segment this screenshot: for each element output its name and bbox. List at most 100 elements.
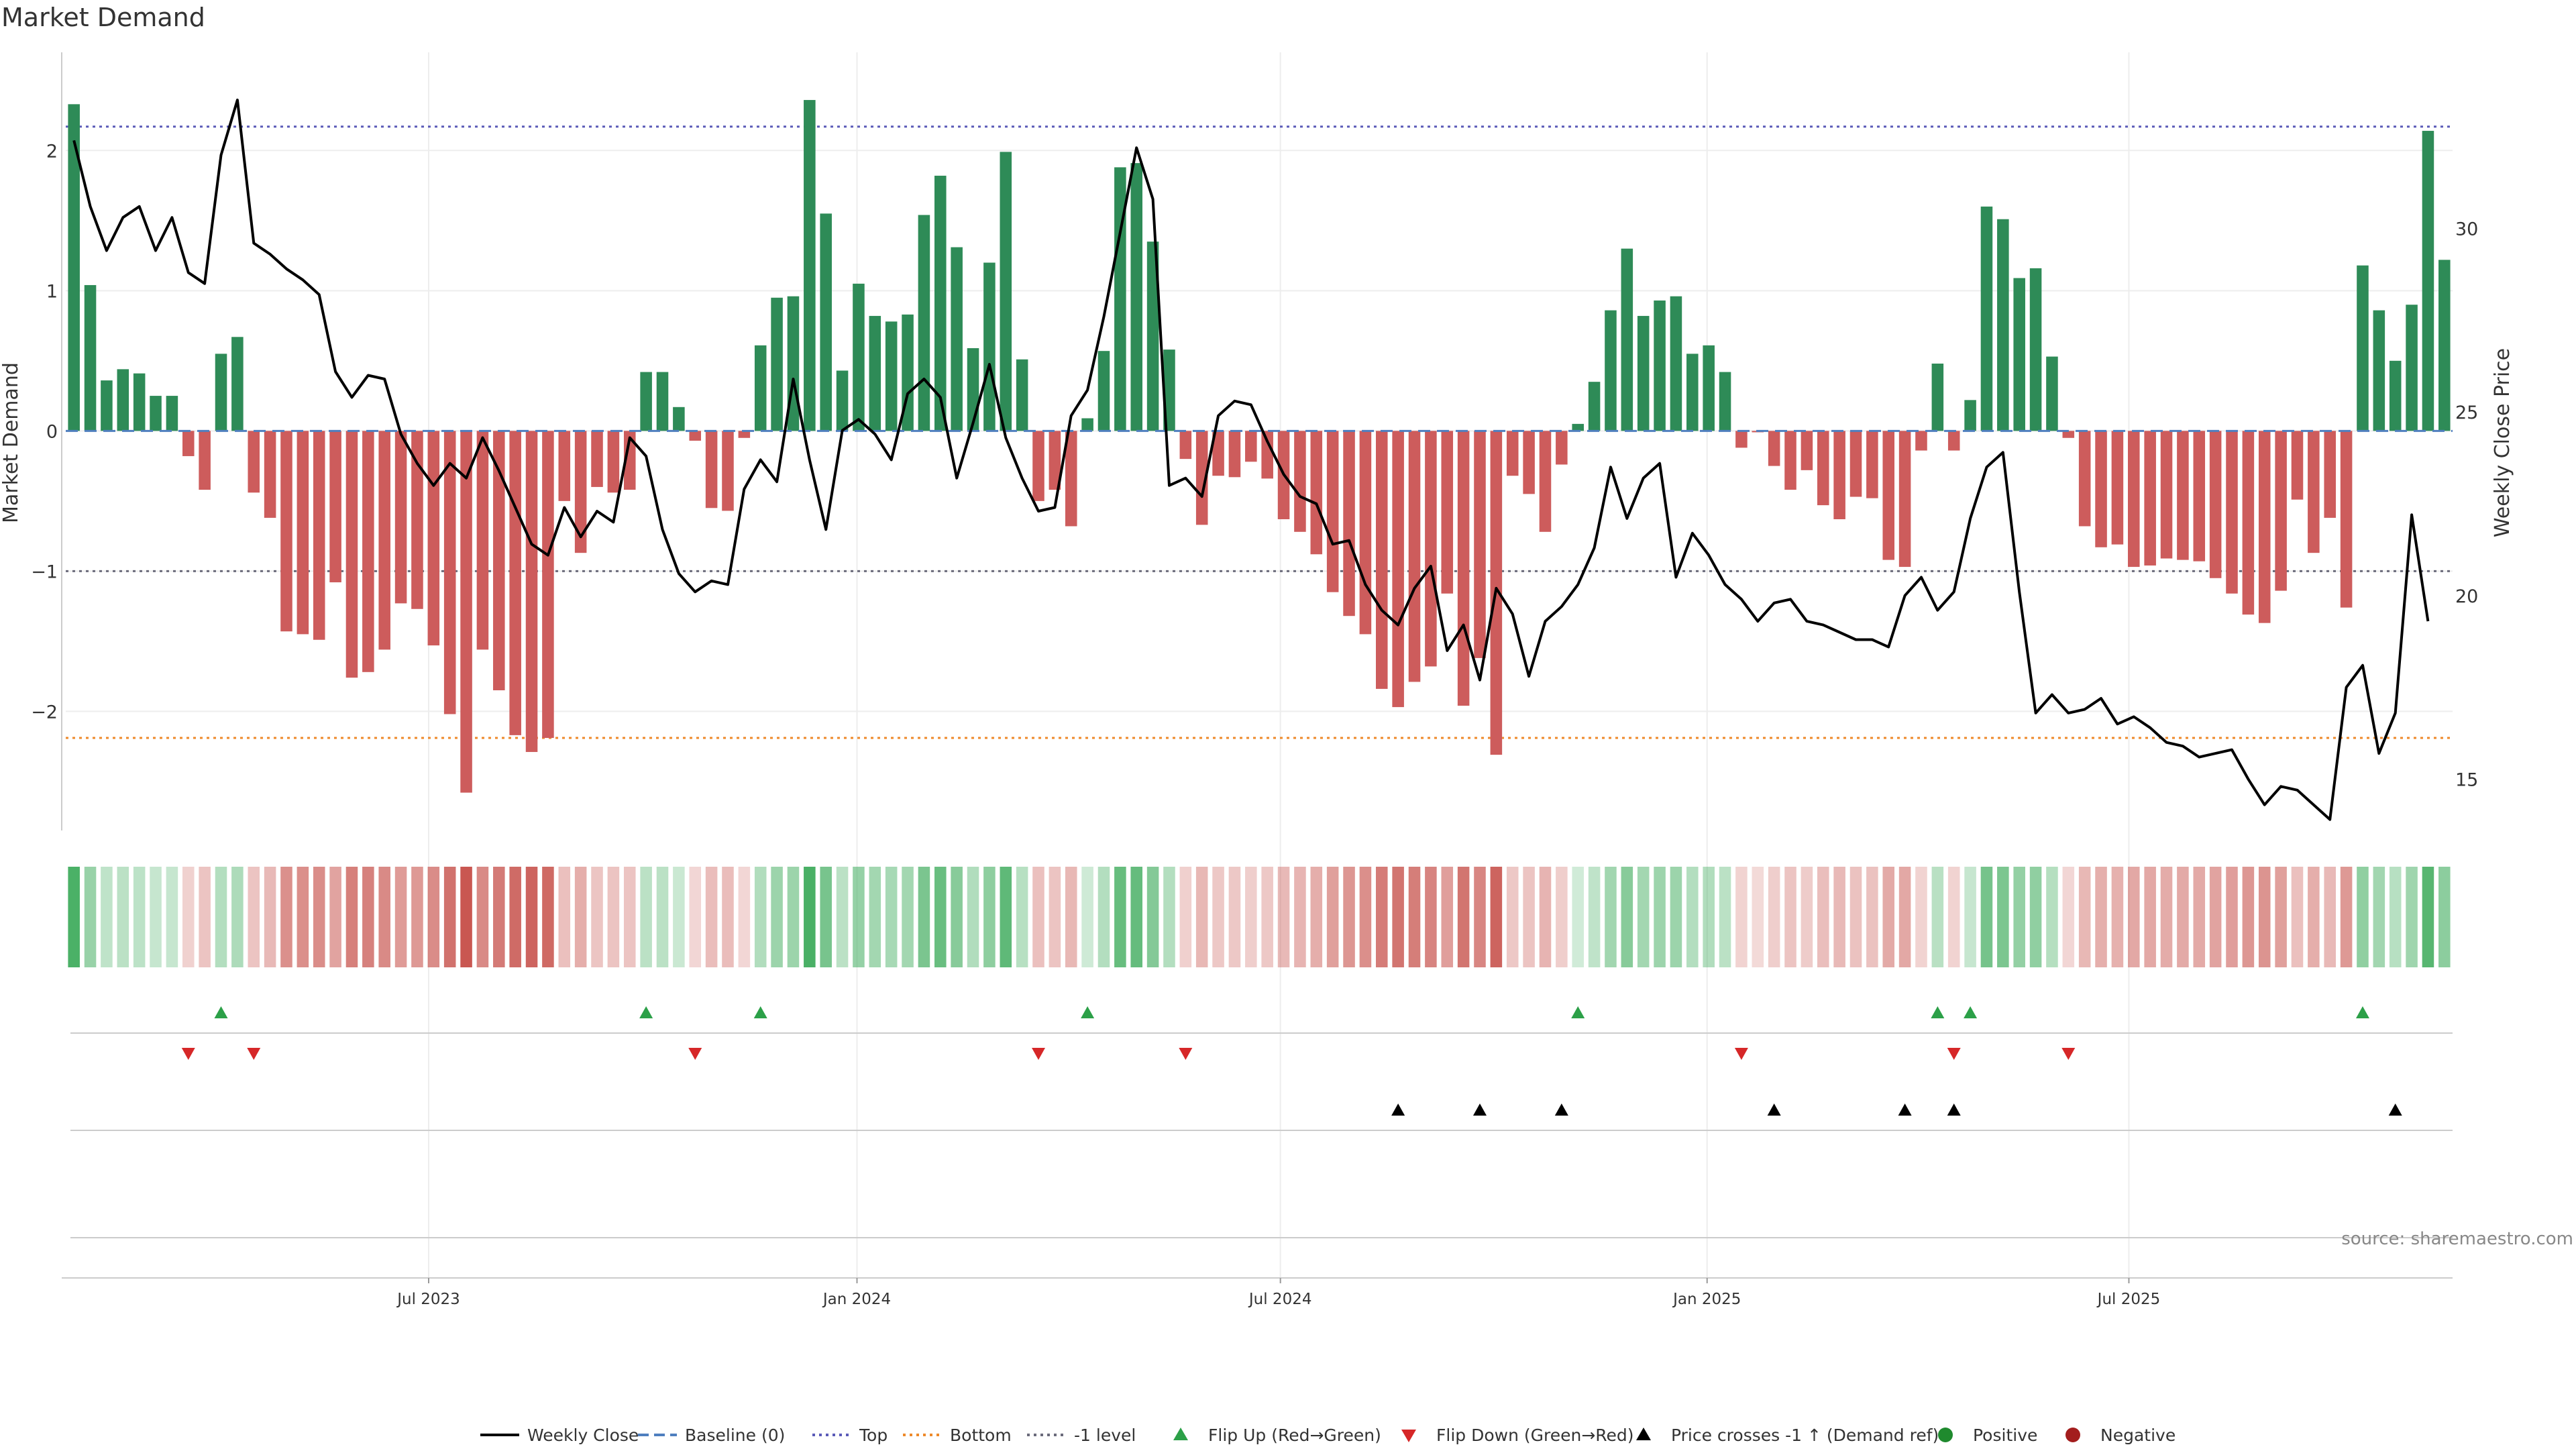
demand-bar-negative (2258, 431, 2271, 623)
demand-bar-negative (1326, 431, 1339, 592)
price-cross-marker (1472, 1104, 1487, 1116)
heat-strip-cell (869, 867, 881, 967)
heat-strip-cell (117, 867, 129, 967)
demand-bar-positive (951, 247, 963, 431)
demand-bar-positive (68, 104, 80, 431)
flip-down-marker (247, 1048, 261, 1060)
heat-strip-cell (1408, 867, 1421, 967)
demand-bar-negative (1212, 431, 1224, 476)
demand-bar-negative (378, 431, 390, 650)
heat-strip-cell (754, 867, 767, 967)
flip-down-marker (688, 1048, 702, 1060)
x-tick-label: Jul 2025 (2096, 1291, 2161, 1308)
demand-bar-negative (1457, 431, 1470, 706)
heat-strip-cell (1784, 867, 1796, 967)
heat-strip-cell (2389, 867, 2402, 967)
flip-up-marker (753, 1006, 767, 1018)
demand-bar-positive (1605, 310, 1617, 431)
demand-bar-positive (656, 372, 669, 431)
left-y-tick-label: −1 (31, 561, 58, 582)
demand-bar-positive (1097, 351, 1110, 431)
demand-bar-negative (1425, 431, 1437, 667)
heat-strip-cell (2438, 867, 2451, 967)
demand-bar-negative (1441, 431, 1454, 594)
heat-strip-cell (2226, 867, 2238, 967)
demand-bar-positive (2406, 305, 2418, 431)
demand-bar-negative (689, 431, 702, 441)
heat-strip-cell (1898, 867, 1911, 967)
heat-strip-cell (297, 867, 309, 967)
heat-strip-cell (1310, 867, 1323, 967)
demand-bar-negative (345, 431, 358, 678)
left-y-tick-label: 1 (46, 281, 58, 302)
demand-bar-negative (280, 431, 292, 632)
demand-bar-positive (918, 215, 930, 431)
demand-bar-negative (1032, 431, 1044, 501)
heat-strip-cell (951, 867, 963, 967)
heat-strip-cell (1277, 867, 1290, 967)
demand-bar-negative (1359, 431, 1372, 635)
legend-label: Flip Up (Red→Green) (1208, 1426, 1381, 1445)
heat-strip-cell (1294, 867, 1306, 967)
heat-strip-cell (983, 867, 996, 967)
heat-strip-cell (2324, 867, 2336, 967)
heat-strip-cell (1490, 867, 1503, 967)
demand-bar-positive (820, 213, 832, 431)
demand-bar-positive (640, 372, 652, 431)
heat-strip-cell (1114, 867, 1126, 967)
heat-strip-cell (2406, 867, 2418, 967)
heat-strip-cell (1735, 867, 1748, 967)
heat-strip-cell (166, 867, 178, 967)
heat-strip-cell (1000, 867, 1012, 967)
heat-strip-cell (640, 867, 652, 967)
heat-strip-cell (1081, 867, 1093, 967)
demand-bar-negative (313, 431, 325, 640)
demand-bar-negative (1065, 431, 1077, 527)
heat-strip-cell (264, 867, 276, 967)
demand-bar-positive (1997, 219, 2009, 431)
heat-strip-cell (1686, 867, 1699, 967)
demand-bar-negative (2144, 431, 2156, 566)
demand-bar-negative (2128, 431, 2140, 568)
heat-strip-cell (313, 867, 325, 967)
legend-triangle-up-icon (1636, 1428, 1651, 1440)
demand-bar-positive (101, 380, 113, 431)
heat-strip-cell (1605, 867, 1617, 967)
demand-bar-positive (2422, 131, 2434, 431)
heat-strip-cell (1849, 867, 1862, 967)
heat-strip-cell (656, 867, 669, 967)
legend-label: -1 level (1074, 1426, 1136, 1445)
demand-bar-negative (1261, 431, 1273, 479)
demand-bar-negative (2340, 431, 2353, 608)
legend-label: Weekly Close (527, 1426, 639, 1445)
demand-bar-positive (804, 100, 816, 431)
demand-bar-negative (2193, 431, 2206, 561)
heat-strip-cell (1016, 867, 1028, 967)
heat-strip-cell (1572, 867, 1584, 967)
heat-strip-cell (133, 867, 146, 967)
demand-bar-negative (1915, 431, 1927, 451)
heat-strip-cell (1097, 867, 1110, 967)
demand-bar-negative (329, 431, 341, 583)
right-y-tick-label: 20 (2455, 586, 2478, 607)
demand-bar-positive (1572, 423, 1584, 431)
demand-bar-positive (215, 354, 227, 431)
demand-bar-negative (542, 431, 554, 739)
demand-bar-positive (1719, 372, 1731, 431)
heat-strip-cell (2209, 867, 2222, 967)
heat-strip-cell (574, 867, 587, 967)
demand-bar-negative (1506, 431, 1519, 476)
heat-strip-cell (771, 867, 783, 967)
demand-bar-negative (525, 431, 538, 752)
heat-strip-cell (1179, 867, 1192, 967)
price-cross-marker (1898, 1104, 1912, 1116)
heat-strip-cell (68, 867, 80, 967)
heat-strip-cell (231, 867, 244, 967)
heat-strip-cell (1376, 867, 1388, 967)
demand-bar-negative (1817, 431, 1829, 506)
demand-bar-negative (1179, 431, 1192, 460)
flip-down-marker (181, 1048, 195, 1060)
left-axis-title: Market Demand (0, 362, 23, 523)
heat-strip-cell (738, 867, 751, 967)
heat-strip-cell (2373, 867, 2385, 967)
